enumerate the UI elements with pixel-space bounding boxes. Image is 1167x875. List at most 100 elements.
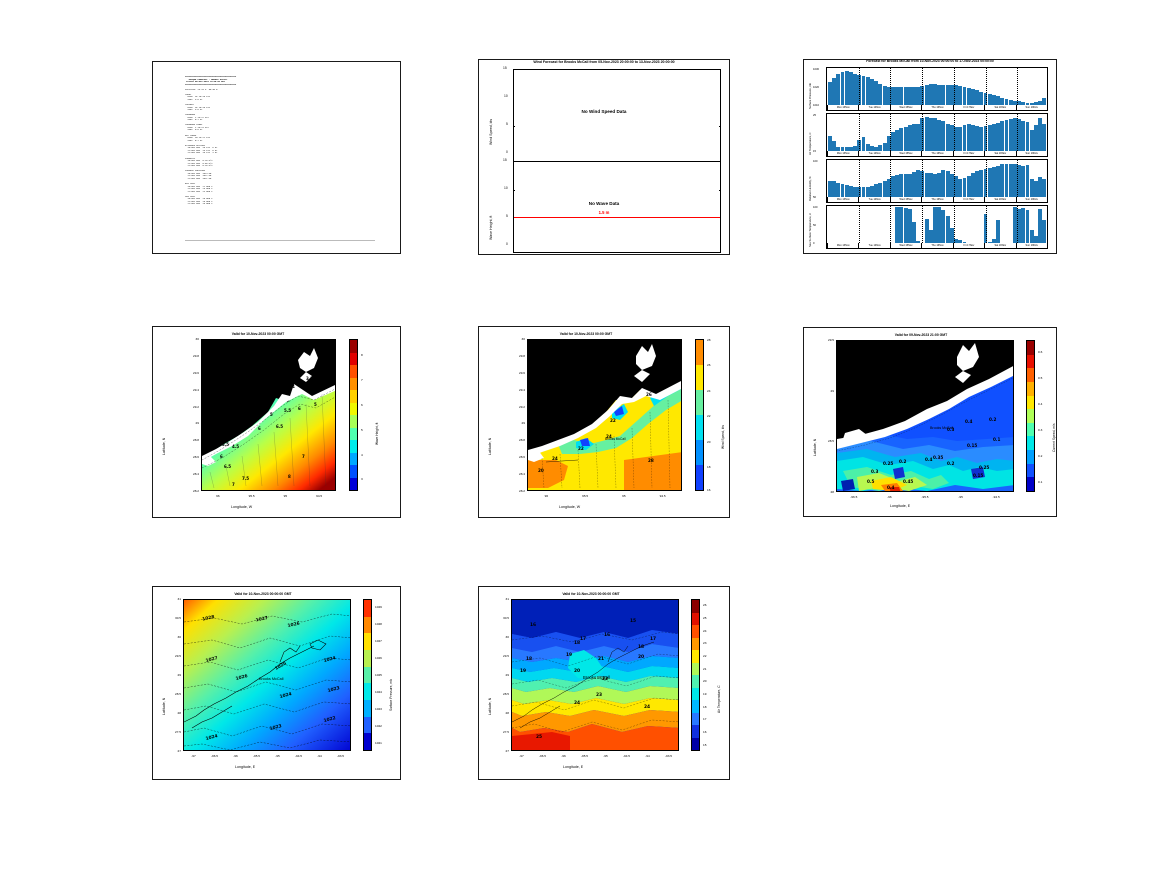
bar (996, 220, 1000, 243)
map-xtick: 95 (283, 494, 288, 498)
colorbar-tick: 1021 (375, 740, 382, 745)
bar (941, 170, 946, 197)
bar (1038, 117, 1043, 151)
bar (1025, 122, 1030, 151)
report-line: CURRENTS (185, 156, 195, 160)
map-xtick: 94.5 (659, 494, 666, 498)
colorbar-tick: 20 (703, 679, 707, 684)
report-line: SURFACE PRESSURE (185, 169, 205, 173)
svg-text:5.5: 5.5 (284, 408, 291, 413)
svg-text:3.5: 3.5 (222, 442, 229, 447)
subplot-ytick: 0 (813, 242, 815, 245)
report-line: 10-NOV 00Z 0.25 M/S (185, 159, 213, 163)
ytick: 15 (503, 66, 507, 70)
svg-text:0.35: 0.35 (933, 455, 943, 460)
bar (979, 170, 984, 197)
map-ytick: 30.5 (174, 616, 181, 620)
svg-text:18: 18 (526, 656, 532, 662)
svg-text:20: 20 (638, 654, 644, 660)
wave-height-ylabel: Wave Height, ft (489, 215, 493, 240)
bar (1029, 178, 1034, 197)
colorbar-label: Air Temperature, C (717, 685, 721, 713)
day-label: Wed 15Nov (889, 151, 921, 156)
colorbar-tick: 18 (707, 465, 711, 469)
day-label: Tue 14Nov (858, 151, 889, 156)
svg-text:18: 18 (574, 640, 580, 646)
day-label: Mon 13Nov (827, 105, 858, 110)
bar (949, 125, 954, 151)
svg-text:25: 25 (536, 734, 542, 740)
map-xtick: 95.5 (582, 494, 589, 498)
bar (1000, 121, 1005, 151)
map-ylabel: Latitude, N (162, 437, 166, 455)
colorbar-tick: 6 (361, 403, 363, 407)
report-line: TODAY (185, 92, 192, 96)
svg-text:23: 23 (596, 692, 602, 698)
bar (1012, 100, 1017, 105)
map-ytick: 28.5 (174, 692, 181, 696)
day-label: Sun 19Nov (1015, 197, 1047, 202)
day-divider (985, 206, 987, 243)
day-axis: Mon 13Nov Tue 14Nov Wed 15Nov Thu 16Nov Fri … (827, 105, 1047, 110)
map-xtick: -95 (275, 754, 280, 758)
bar (1021, 120, 1026, 151)
bar (987, 168, 992, 197)
report-line: SEAS 5-7 FT (185, 138, 203, 142)
day-label: Mon 13Nov (827, 197, 858, 202)
bar (861, 76, 866, 105)
bar (941, 85, 946, 105)
svg-text:1026: 1026 (235, 673, 248, 682)
svg-text:0.45: 0.45 (903, 479, 913, 484)
bar (945, 123, 950, 151)
ytick: 15 (503, 158, 507, 162)
bar (962, 86, 967, 105)
bar (916, 170, 921, 197)
report-line: DAY THREE (185, 133, 197, 137)
bar (949, 85, 954, 105)
map-ytick: 29.4 (192, 387, 199, 392)
bar (970, 125, 975, 151)
bar (886, 136, 891, 151)
report-line: Issued 05-Nov-2023 18:00:00 GMT (185, 80, 225, 84)
bar (870, 79, 874, 105)
bar (891, 176, 895, 197)
map-ytick: 28.6 (518, 455, 525, 460)
bar (991, 124, 996, 151)
bar (912, 221, 916, 243)
bar (954, 126, 958, 151)
colorbar-tick: 17 (703, 717, 707, 722)
map-xtick: -95 (958, 495, 963, 499)
bar (1008, 119, 1013, 151)
day-label: Sun 19Nov (1015, 105, 1047, 110)
met-subplot: Mon 13Nov Tue 14Nov Wed 15Nov Thu 16Nov Fri … (826, 113, 1048, 157)
day-divider (1017, 114, 1019, 151)
day-label: Sat 18Nov (984, 243, 1015, 248)
ship-marker-label: Brooks McCall (583, 675, 610, 680)
bar (975, 90, 979, 105)
bar (903, 86, 908, 105)
svg-text:24: 24 (552, 456, 558, 461)
report-line: ========================================… (185, 75, 237, 78)
bar (958, 240, 963, 243)
bar (945, 171, 950, 197)
svg-text:0.25: 0.25 (883, 461, 893, 466)
map-ylabel: Latitude, N (162, 697, 166, 715)
svg-text:7: 7 (302, 454, 305, 459)
day-label: Tue 14Nov (858, 197, 889, 202)
map-ytick: 29 (195, 421, 199, 426)
colorbar-tick: 1027 (375, 639, 382, 644)
report-line: WIND SE 15-20 KTS (185, 105, 210, 109)
bar (983, 214, 988, 243)
report-line: 10-NOV 00Z 25 DEG C (185, 197, 213, 201)
report-line: 12-NOV 00Z 16 KTS 4 FT (185, 151, 218, 155)
no-wave-data-message: No Wave Data (588, 201, 620, 206)
svg-text:4: 4 (314, 388, 317, 393)
bar (907, 174, 912, 197)
report-divider (185, 240, 375, 241)
bar (987, 93, 992, 105)
bar (954, 238, 958, 243)
wave-colorbar (349, 339, 358, 491)
svg-text:20: 20 (574, 668, 580, 674)
bar (844, 147, 849, 151)
wave-height-value-label: 1.5 m (598, 210, 610, 215)
